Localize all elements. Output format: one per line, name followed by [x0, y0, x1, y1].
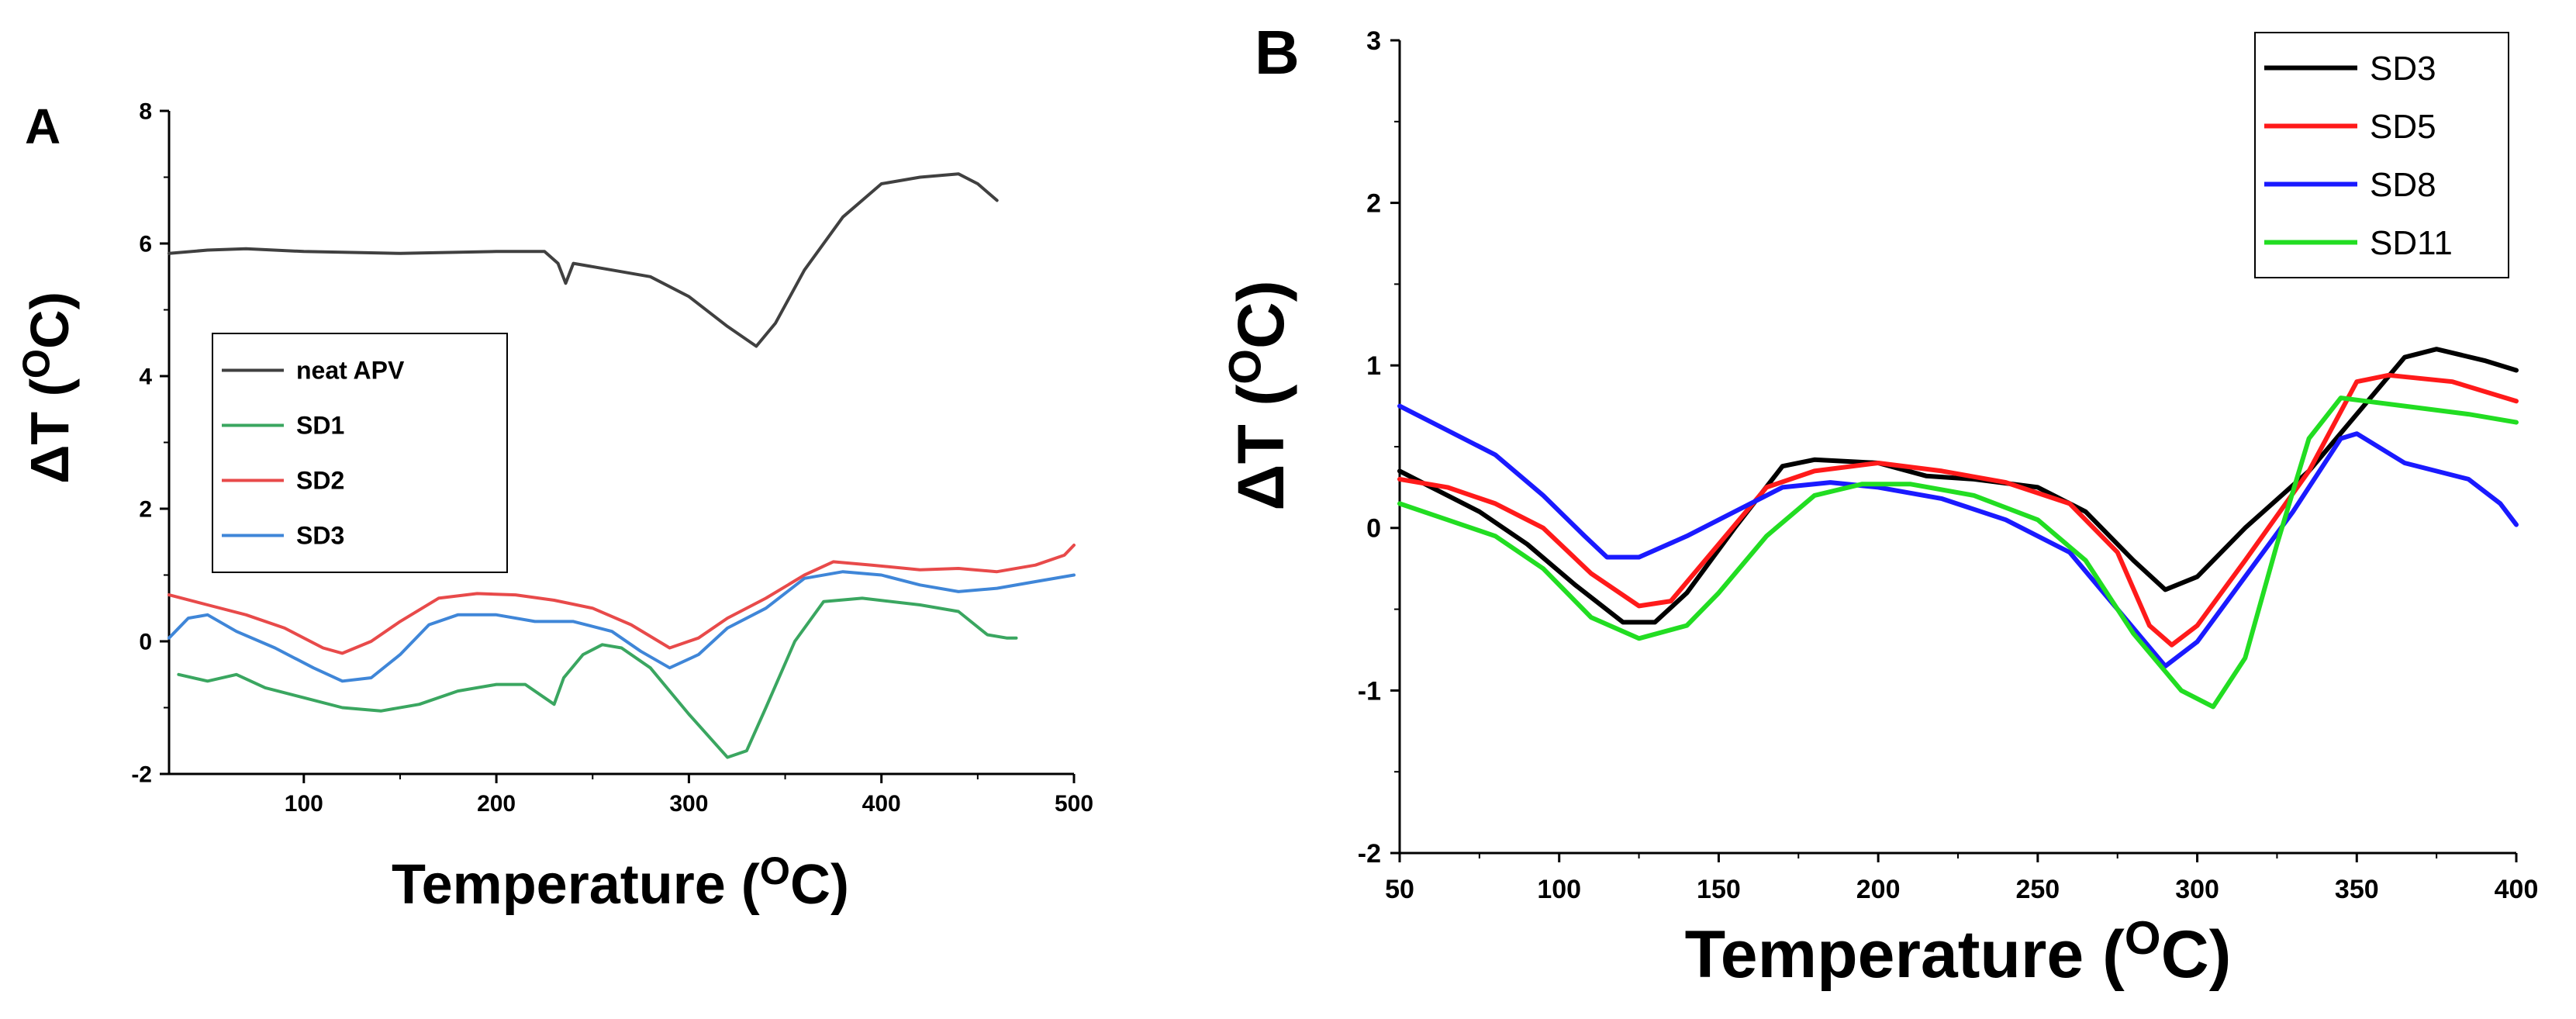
panel-a-label: A: [25, 98, 60, 154]
series-line-sd5: [1397, 372, 2519, 648]
legend-label: SD11: [2370, 224, 2453, 262]
panel-b-series: [1397, 347, 2519, 710]
x-tick-label: 150: [1697, 875, 1741, 904]
panel-a: A 100 200 300 400 500 -2 0 2 4 6 8 Temperature (OC)…: [16, 98, 1094, 916]
panel-b-label: B: [1255, 18, 1300, 87]
x-tick-label: 500: [1055, 791, 1093, 817]
panel-b-axes: 50 100 150 200 250 300 350 400 -2 -1 0 1 2 3 Temperatu…: [1221, 26, 2539, 992]
y-tick-label: 0: [139, 630, 152, 655]
series-line-neat-apv: [167, 172, 999, 348]
legend-box: [212, 333, 508, 573]
panel-b-legend: SD3 SD5 SD8 SD11: [2254, 32, 2509, 278]
y-tick-label: 6: [139, 232, 152, 257]
x-tick-label: 400: [862, 791, 901, 817]
panel-a-series: [167, 172, 1076, 759]
y-tick-label: -1: [1358, 676, 1381, 706]
x-tick-label: 100: [285, 791, 323, 817]
y-tick-label: -2: [1358, 839, 1381, 869]
legend-label: SD1: [296, 412, 344, 440]
series-line-sd3: [1397, 347, 2519, 625]
x-axis-title: Temperature (OC): [1685, 912, 2232, 992]
panel-b: B 50 100 150 200 250 300 350 400 -2 -1 0 1 2 3 Tempera…: [1221, 18, 2539, 992]
legend-label: SD3: [296, 522, 344, 550]
y-axis-title: ΔT (OC): [16, 292, 81, 484]
x-tick-label: 200: [477, 791, 516, 817]
legend-box: [2254, 32, 2509, 278]
y-tick-label: -2: [131, 762, 152, 788]
x-tick-label: 350: [2335, 875, 2379, 904]
x-axis-title: Temperature (OC): [392, 848, 849, 916]
series-line-sd3: [167, 570, 1076, 683]
y-tick-label: 3: [1366, 26, 1381, 56]
y-tick-label: 2: [139, 497, 152, 523]
y-tick-label: 0: [1366, 514, 1381, 544]
x-tick-label: 300: [2175, 875, 2219, 904]
x-tick-label: 250: [2015, 875, 2060, 904]
x-tick-label: 50: [1385, 875, 1414, 904]
legend-label: SD2: [296, 467, 344, 495]
series-line-sd11: [1397, 396, 2519, 710]
x-tick-label: 200: [1856, 875, 1901, 904]
legend-label: neat APV: [296, 357, 405, 385]
y-tick-label: 1: [1366, 351, 1381, 381]
y-tick-label: 8: [139, 99, 152, 125]
x-tick-label: 300: [669, 791, 708, 817]
series-line-sd2: [167, 544, 1076, 655]
series-line-sd8: [1397, 403, 2519, 668]
legend-label: SD5: [2370, 108, 2436, 146]
legend-label: SD8: [2370, 166, 2436, 204]
panel-a-legend: neat APV SD1 SD2 SD3: [212, 333, 508, 573]
y-tick-label: 4: [139, 364, 152, 390]
x-tick-label: 100: [1537, 875, 1581, 904]
series-line-sd1: [177, 596, 1018, 759]
legend-label: SD3: [2370, 50, 2436, 88]
x-tick-label: 400: [2495, 875, 2539, 904]
panel-a-axes: 100 200 300 400 500 -2 0 2 4 6 8 Temperature (OC) ΔT…: [16, 99, 1094, 917]
y-axis-title: ΔT (OC): [1221, 280, 1297, 510]
y-tick-label: 2: [1366, 189, 1381, 219]
